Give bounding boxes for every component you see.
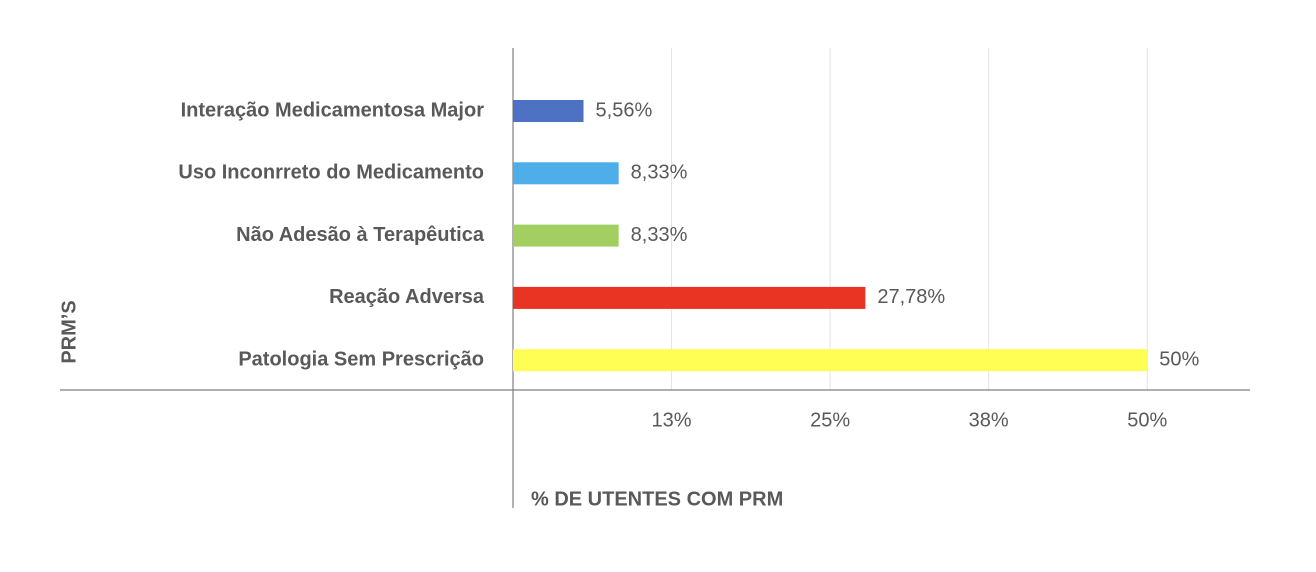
bar xyxy=(513,162,619,185)
value-label: 5,56% xyxy=(596,99,653,121)
value-label: 8,33% xyxy=(631,162,688,184)
x-tick-label: 25% xyxy=(810,409,850,431)
y-tick-label: Uso Inconrreto do Medicamento xyxy=(178,162,484,184)
x-tick-label: 50% xyxy=(1127,409,1167,431)
bar xyxy=(513,349,1148,372)
bar xyxy=(513,224,619,247)
x-tick-label: 38% xyxy=(969,409,1009,431)
y-tick-label: Patologia Sem Prescrição xyxy=(238,348,484,370)
y-tick-label: Interação Medicamentosa Major xyxy=(181,99,485,121)
bar xyxy=(513,286,866,309)
x-axis-title: % DE UTENTES COM PRM xyxy=(531,488,783,510)
value-label: 8,33% xyxy=(631,224,688,246)
bar xyxy=(513,100,584,122)
value-label: 50% xyxy=(1159,348,1199,370)
y-tick-label: Reação Adversa xyxy=(329,286,485,308)
y-axis-title: PRM’S xyxy=(58,300,80,363)
value-label: 27,78% xyxy=(877,286,945,308)
y-tick-label: Não Adesão à Terapêutica xyxy=(236,224,485,246)
x-tick-label: 13% xyxy=(652,409,692,431)
